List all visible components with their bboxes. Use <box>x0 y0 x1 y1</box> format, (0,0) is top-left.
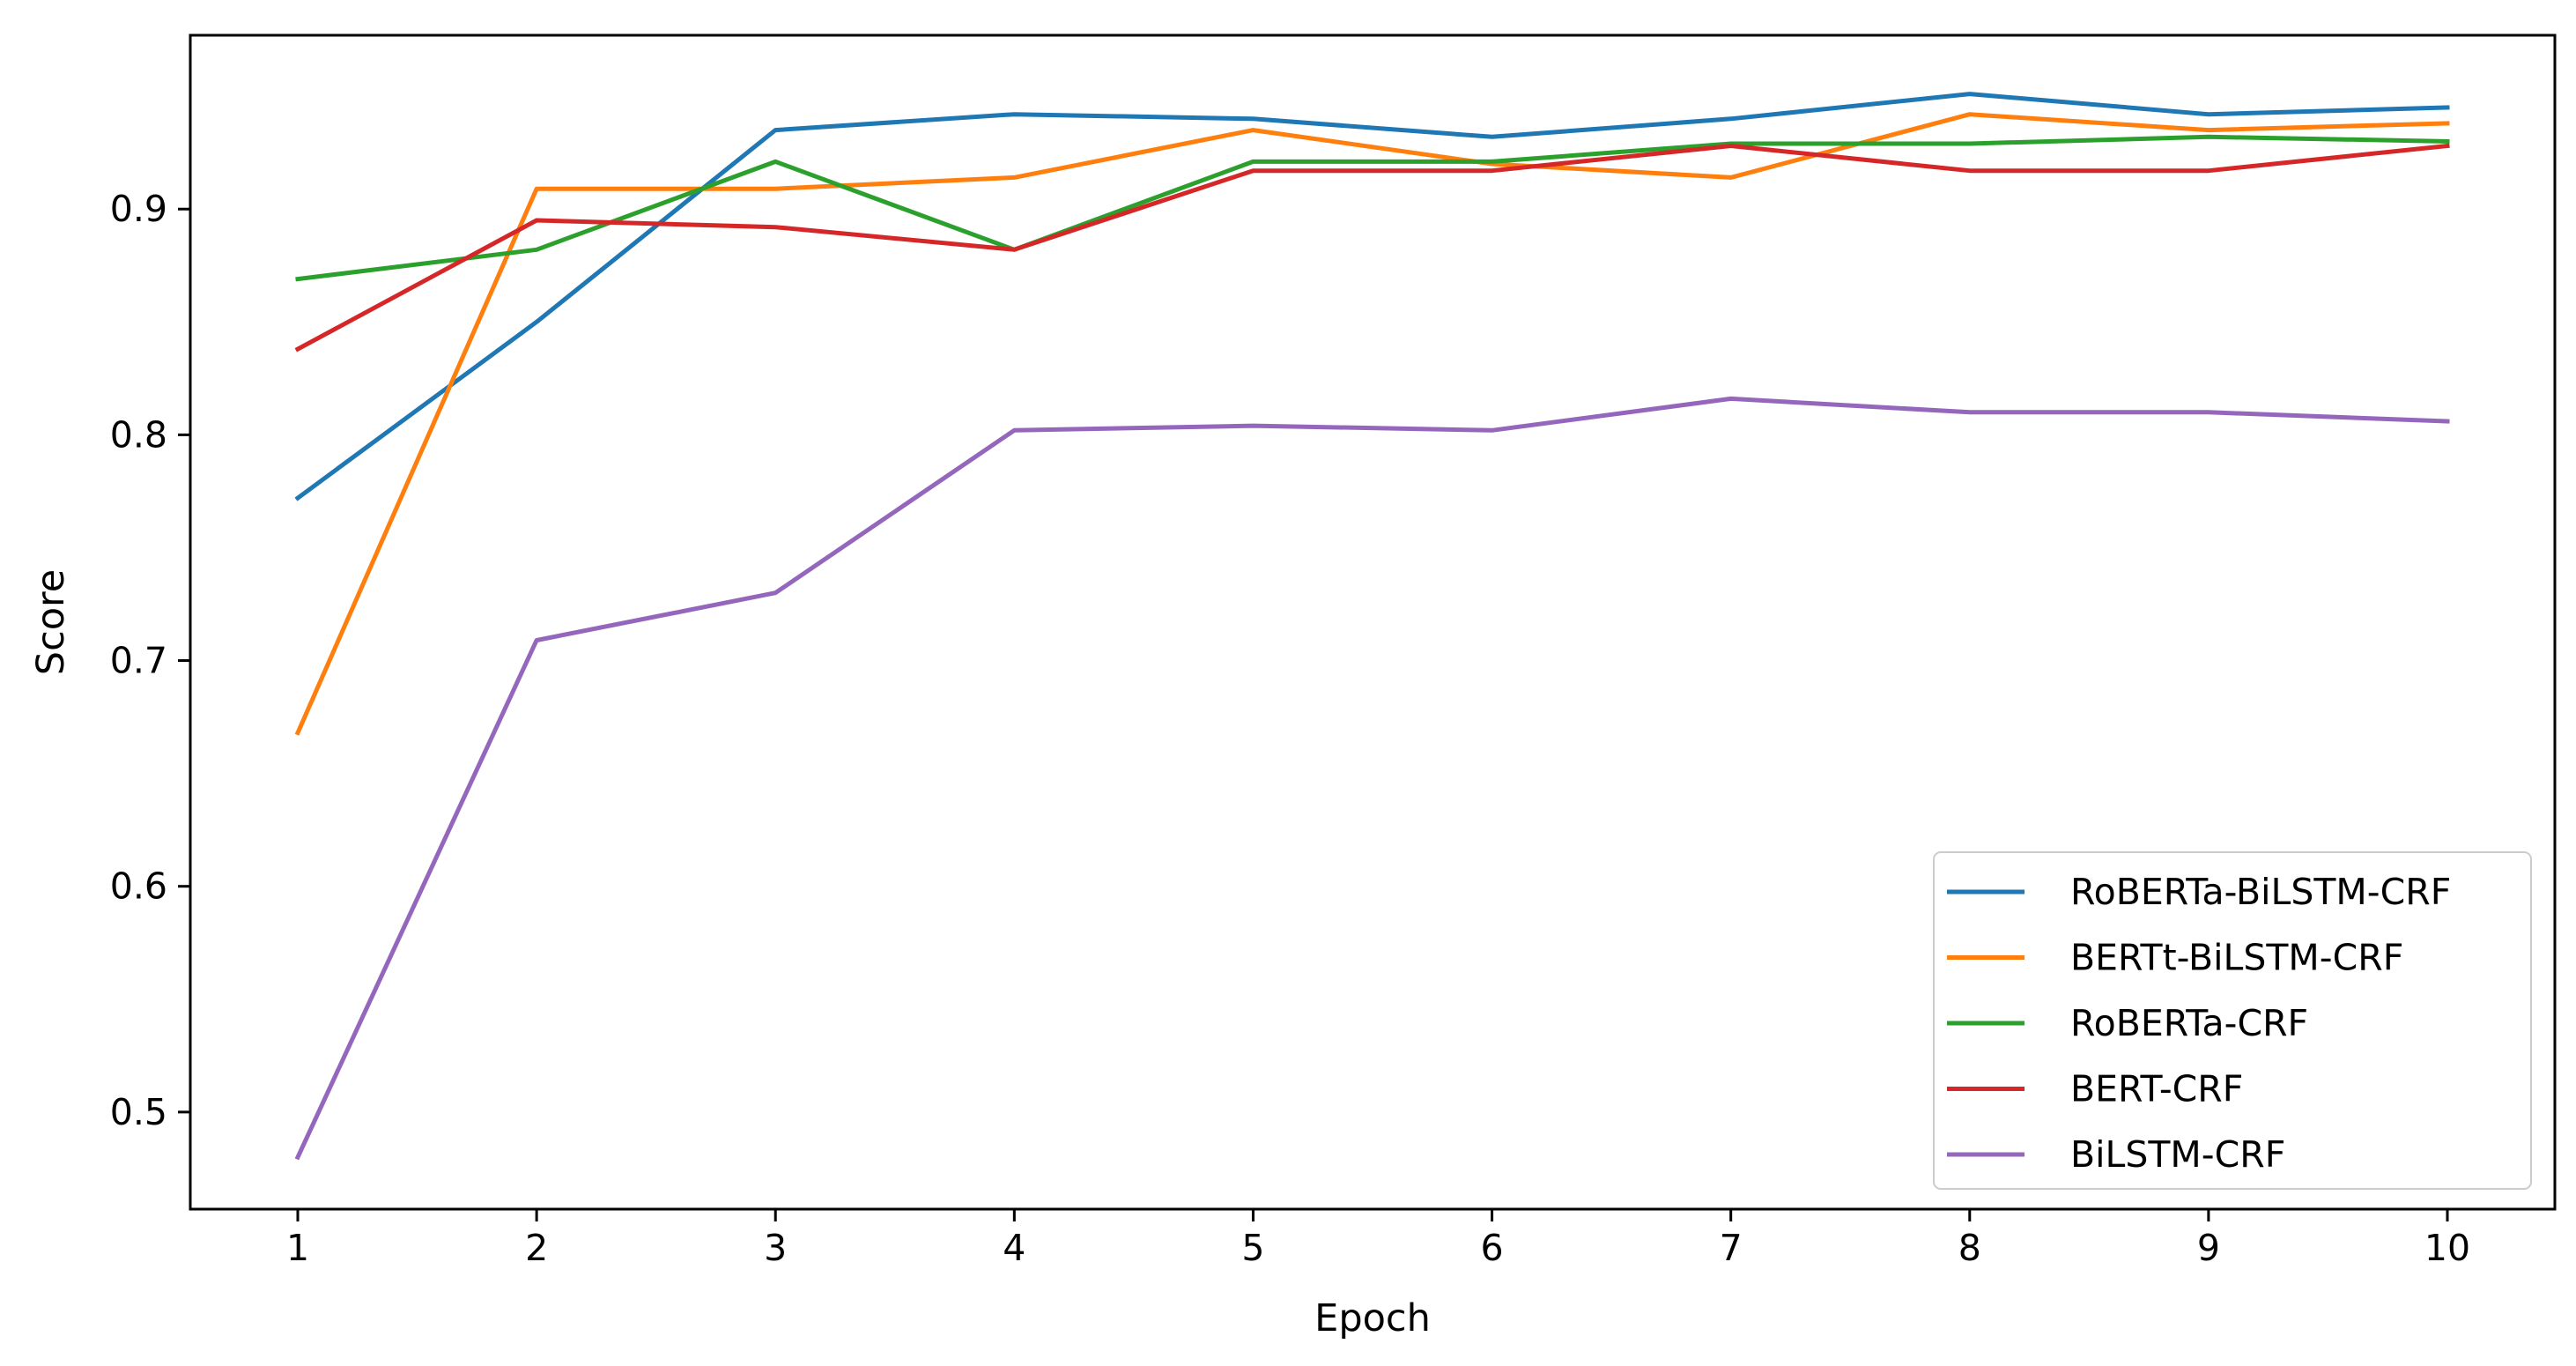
y-tick-label: 0.5 <box>110 1091 167 1133</box>
x-tick-label: 10 <box>2424 1227 2470 1269</box>
y-tick-label: 0.7 <box>110 640 167 682</box>
y-axis-title: Score <box>29 569 73 675</box>
x-tick-label: 9 <box>2197 1227 2220 1269</box>
series-line-1 <box>294 92 2450 501</box>
legend: RoBERTa-BiLSTM-CRF BERTt-BiLSTM-CRF RoBERT… <box>1933 851 2532 1190</box>
x-tick-label: 2 <box>525 1227 548 1269</box>
series-line-3 <box>295 134 2450 282</box>
x-axis: 1 2 3 4 5 6 7 8 9 10 <box>286 1209 2470 1269</box>
legend-box <box>1933 851 2532 1190</box>
series-line-4 <box>294 143 2450 353</box>
series-line-2 <box>294 112 2450 736</box>
x-tick-label: 3 <box>764 1227 787 1269</box>
legend-label: RoBERTa-CRF <box>2070 1002 2308 1044</box>
x-tick-label: 7 <box>1720 1227 1743 1269</box>
x-tick-label: 6 <box>1481 1227 1504 1269</box>
y-tick-label: 0.9 <box>110 188 167 230</box>
x-tick-label: 1 <box>286 1227 309 1269</box>
legend-label: BERTt-BiLSTM-CRF <box>2070 937 2403 979</box>
y-tick-label: 0.8 <box>110 413 167 456</box>
y-tick-label: 0.6 <box>110 865 167 908</box>
y-axis: 0.5 0.6 0.7 0.8 0.9 <box>110 188 190 1133</box>
x-axis-title: Epoch <box>1314 1296 1431 1340</box>
legend-label: RoBERTa-BiLSTM-CRF <box>2070 871 2451 913</box>
legend-label: BiLSTM-CRF <box>2070 1133 2285 1176</box>
x-tick-label: 4 <box>1003 1227 1025 1269</box>
series-line-5 <box>294 396 2450 1161</box>
x-tick-label: 8 <box>1958 1227 1981 1269</box>
legend-label: BERT-CRF <box>2070 1068 2243 1110</box>
series-lines <box>294 92 2450 1161</box>
x-tick-label: 5 <box>1241 1227 1264 1269</box>
